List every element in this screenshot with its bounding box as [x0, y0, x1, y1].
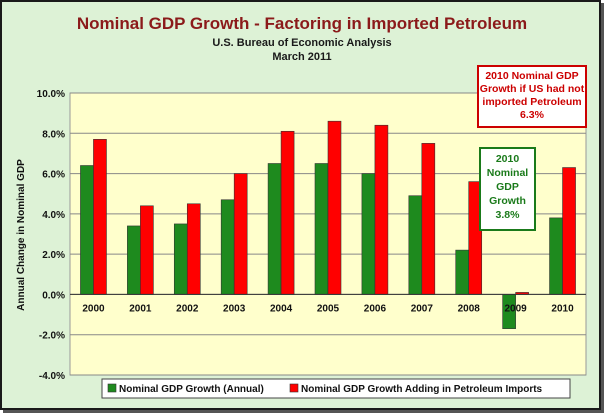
bar — [421, 143, 436, 295]
annotation-text: GDP — [496, 181, 519, 193]
y-tick-label: 2.0% — [42, 250, 65, 261]
y-tick-label: -2.0% — [39, 331, 65, 342]
x-tick-label: 2002 — [176, 303, 199, 314]
legend-swatch — [289, 383, 299, 393]
annotation-text: 3.8% — [496, 209, 521, 221]
y-axis-label: Annual Change in Nominal GDP — [16, 159, 27, 311]
bar — [314, 163, 329, 295]
y-tick-label: 0.0% — [42, 290, 65, 301]
bar — [186, 203, 201, 295]
x-tick-label: 2006 — [364, 303, 387, 314]
bar — [267, 163, 282, 295]
bar — [549, 217, 563, 295]
bar — [361, 173, 376, 295]
legend-label: Nominal GDP Growth Adding in Petroleum I… — [301, 384, 543, 395]
annotation-text: Growth if US had not — [480, 83, 585, 95]
y-tick-label: 6.0% — [42, 170, 65, 181]
legend-box — [101, 378, 571, 399]
x-tick-label: 2005 — [317, 303, 340, 314]
legend-label: Nominal GDP Growth (Annual) — [119, 384, 264, 395]
bar — [80, 165, 94, 295]
x-tick-label: 2010 — [551, 303, 574, 314]
x-tick-label: 2008 — [458, 303, 481, 314]
x-tick-label: 2004 — [270, 303, 293, 314]
bar — [140, 205, 154, 295]
y-tick-label: 10.0% — [37, 89, 65, 100]
x-tick-label: 2007 — [411, 303, 434, 314]
x-tick-label: 2001 — [129, 303, 152, 314]
bar — [220, 199, 235, 295]
bar — [280, 130, 295, 295]
bar — [173, 223, 188, 295]
y-tick-label: 4.0% — [42, 210, 65, 221]
annotation-text: 2010 — [496, 153, 520, 165]
bar — [374, 124, 389, 295]
x-tick-label: 2000 — [82, 303, 105, 314]
bar — [233, 173, 248, 295]
legend-swatch — [107, 383, 117, 393]
y-tick-label: -4.0% — [39, 371, 65, 382]
annotation-box — [479, 147, 536, 231]
plot-area: -4.0% -2.0% 0.0% 2.0% 4.0% 6.0% 8.0% 10.0% 2000 2… — [37, 89, 587, 382]
bar — [562, 167, 576, 295]
bar — [408, 195, 423, 295]
y-tick-label: 8.0% — [42, 129, 65, 140]
x-tick-label: 2003 — [223, 303, 246, 314]
annotation-text: 2010 Nominal GDP — [485, 70, 578, 82]
annotation-box — [477, 65, 587, 128]
chart-title: Nominal GDP Growth - Factoring in Import… — [77, 14, 527, 33]
bar — [327, 120, 342, 295]
annotation-text: Growth — [489, 195, 526, 207]
chart-subtitle-date: March 2011 — [272, 51, 331, 63]
bar — [455, 249, 470, 295]
bar — [93, 139, 107, 295]
legend: Nominal GDP Growth (Annual) Nominal GDP G… — [101, 378, 571, 399]
chart-subtitle-source: U.S. Bureau of Economic Analysis — [212, 37, 391, 49]
annotation-text: 6.3% — [520, 109, 545, 121]
annotation-text: imported Petroleum — [482, 96, 581, 108]
x-tick-label: 2009 — [505, 303, 528, 314]
annotation-text: Nominal — [487, 167, 529, 179]
bar — [127, 225, 141, 295]
